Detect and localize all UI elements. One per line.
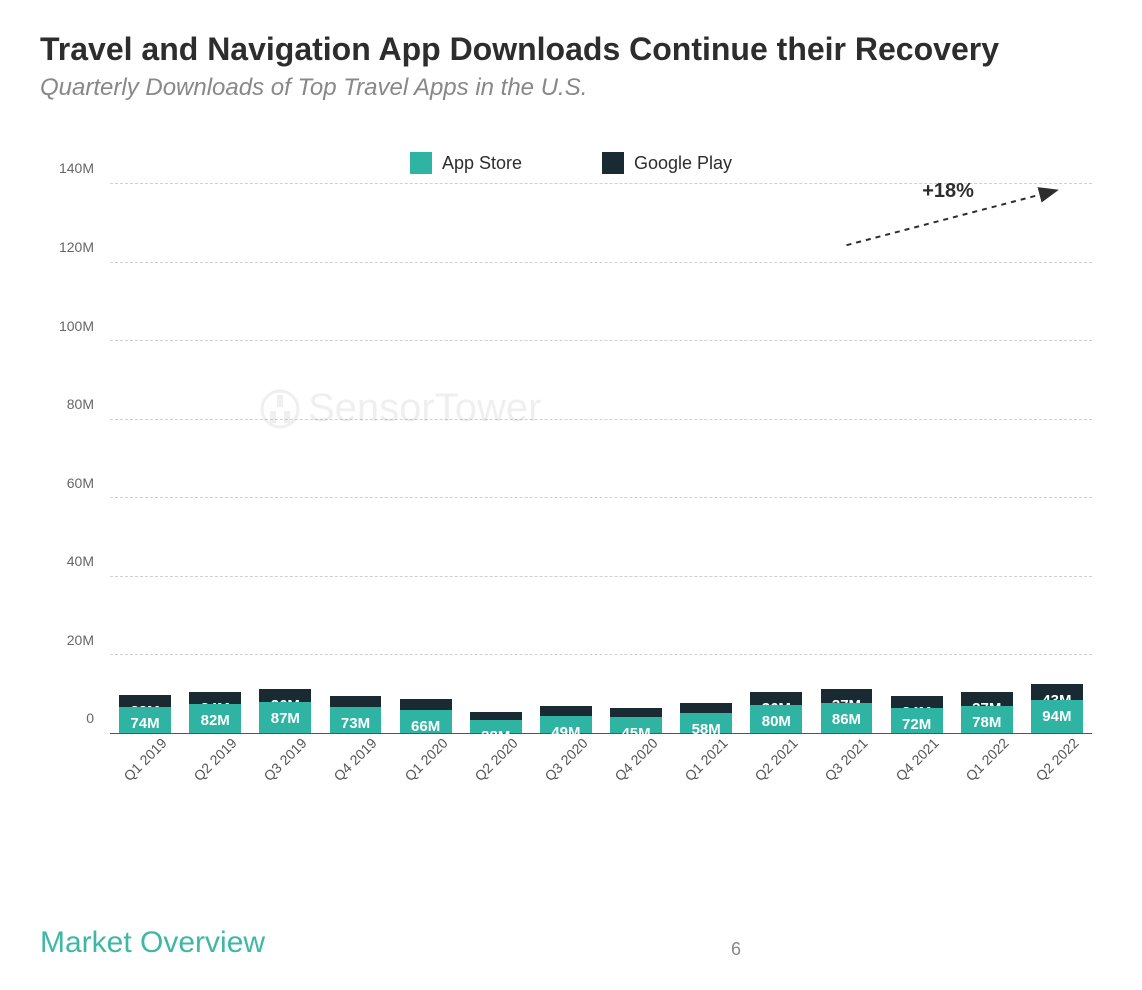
bar-stack: 45M25M (610, 683, 662, 733)
y-tick: 0 (86, 710, 94, 726)
bar-group: 86M37M (811, 184, 881, 733)
bar-stack: 49M27M (540, 683, 592, 733)
bar-segment-googleplay: 33M (119, 695, 171, 707)
growth-annotation: +18% (922, 180, 974, 203)
bar-group: 87M36M (250, 184, 320, 733)
bar-group: 73M32M (320, 184, 390, 733)
y-axis: 020M40M60M80M100M120M140M (40, 184, 100, 734)
bar-group: 94M43M (1022, 184, 1092, 733)
bar-stack: 78M37M (961, 683, 1013, 733)
legend-item-appstore: App Store (410, 152, 522, 174)
bar-segment-googleplay: 28M (680, 703, 732, 713)
page-number: 6 (731, 939, 741, 960)
bar-group: 66M31M (391, 184, 461, 733)
legend-label-googleplay: Google Play (634, 153, 732, 174)
bar-segment-googleplay: 32M (330, 696, 382, 707)
bar-stack: 82M34M (189, 683, 241, 733)
bar-group: 49M27M (531, 184, 601, 733)
legend-swatch-appstore (410, 152, 432, 174)
x-label: Q2 2022 (1026, 729, 1125, 828)
bar-group: 58M28M (671, 184, 741, 733)
bar-group: 80M36M (741, 184, 811, 733)
y-tick: 60M (67, 475, 94, 491)
y-tick: 80M (67, 396, 94, 412)
bar-segment-googleplay: 22M (470, 712, 522, 720)
y-tick: 140M (59, 160, 94, 176)
legend-label-appstore: App Store (442, 153, 522, 174)
y-tick: 40M (67, 553, 94, 569)
bar-stack: 38M22M (470, 683, 522, 733)
bar-segment-googleplay: 36M (259, 689, 311, 702)
bar-group: 45M25M (601, 184, 671, 733)
bar-segment-googleplay: 31M (400, 699, 452, 710)
chart-area: 020M40M60M80M100M120M140M 74M33M82M34M87… (70, 184, 1092, 804)
bar-segment-googleplay: 34M (891, 696, 943, 708)
bar-segment-googleplay: 43M (1031, 684, 1083, 699)
bar-group: 82M34M (180, 184, 250, 733)
bar-stack: 80M36M (750, 683, 802, 733)
bar-segment-googleplay: 37M (961, 692, 1013, 705)
bars-container: 74M33M 82M34M 87M36M 73M32M 66M31M 38M22M 49M2… (110, 184, 1092, 733)
bar-stack: 73M32M (330, 683, 382, 733)
bar-group: 78M37M (952, 184, 1022, 733)
plot-area: 74M33M 82M34M 87M36M 73M32M 66M31M 38M22M 49M2… (110, 184, 1092, 734)
bar-segment-googleplay: 36M (750, 692, 802, 705)
bar-stack: 74M33M (119, 683, 171, 733)
bar-stack: 66M31M (400, 683, 452, 733)
chart-subtitle: Quarterly Downloads of Top Travel Apps i… (40, 74, 1102, 102)
legend-item-googleplay: Google Play (602, 152, 732, 174)
x-axis-labels: Q1 2019Q2 2019Q3 2019Q4 2019Q1 2020Q2 20… (110, 734, 1092, 804)
bar-stack: 94M43M (1031, 683, 1083, 733)
legend-swatch-googleplay (602, 152, 624, 174)
y-tick: 100M (59, 318, 94, 334)
bar-stack: 87M36M (259, 683, 311, 733)
legend: App Store Google Play (40, 152, 1102, 174)
y-tick: 120M (59, 239, 94, 255)
bar-group: 38M22M (461, 184, 531, 733)
bar-stack: 86M37M (821, 683, 873, 733)
bar-group: 74M33M (110, 184, 180, 733)
chart-title: Travel and Navigation App Downloads Cont… (40, 30, 1102, 68)
bar-segment-googleplay: 25M (610, 708, 662, 717)
bar-stack: 72M34M (891, 683, 943, 733)
footer-section-label: Market Overview (40, 926, 265, 960)
bar-stack: 58M28M (680, 683, 732, 733)
bar-group: 72M34M (882, 184, 952, 733)
bar-segment-googleplay: 27M (540, 706, 592, 716)
bar-segment-googleplay: 34M (189, 692, 241, 704)
y-tick: 20M (67, 632, 94, 648)
bar-segment-googleplay: 37M (821, 689, 873, 702)
